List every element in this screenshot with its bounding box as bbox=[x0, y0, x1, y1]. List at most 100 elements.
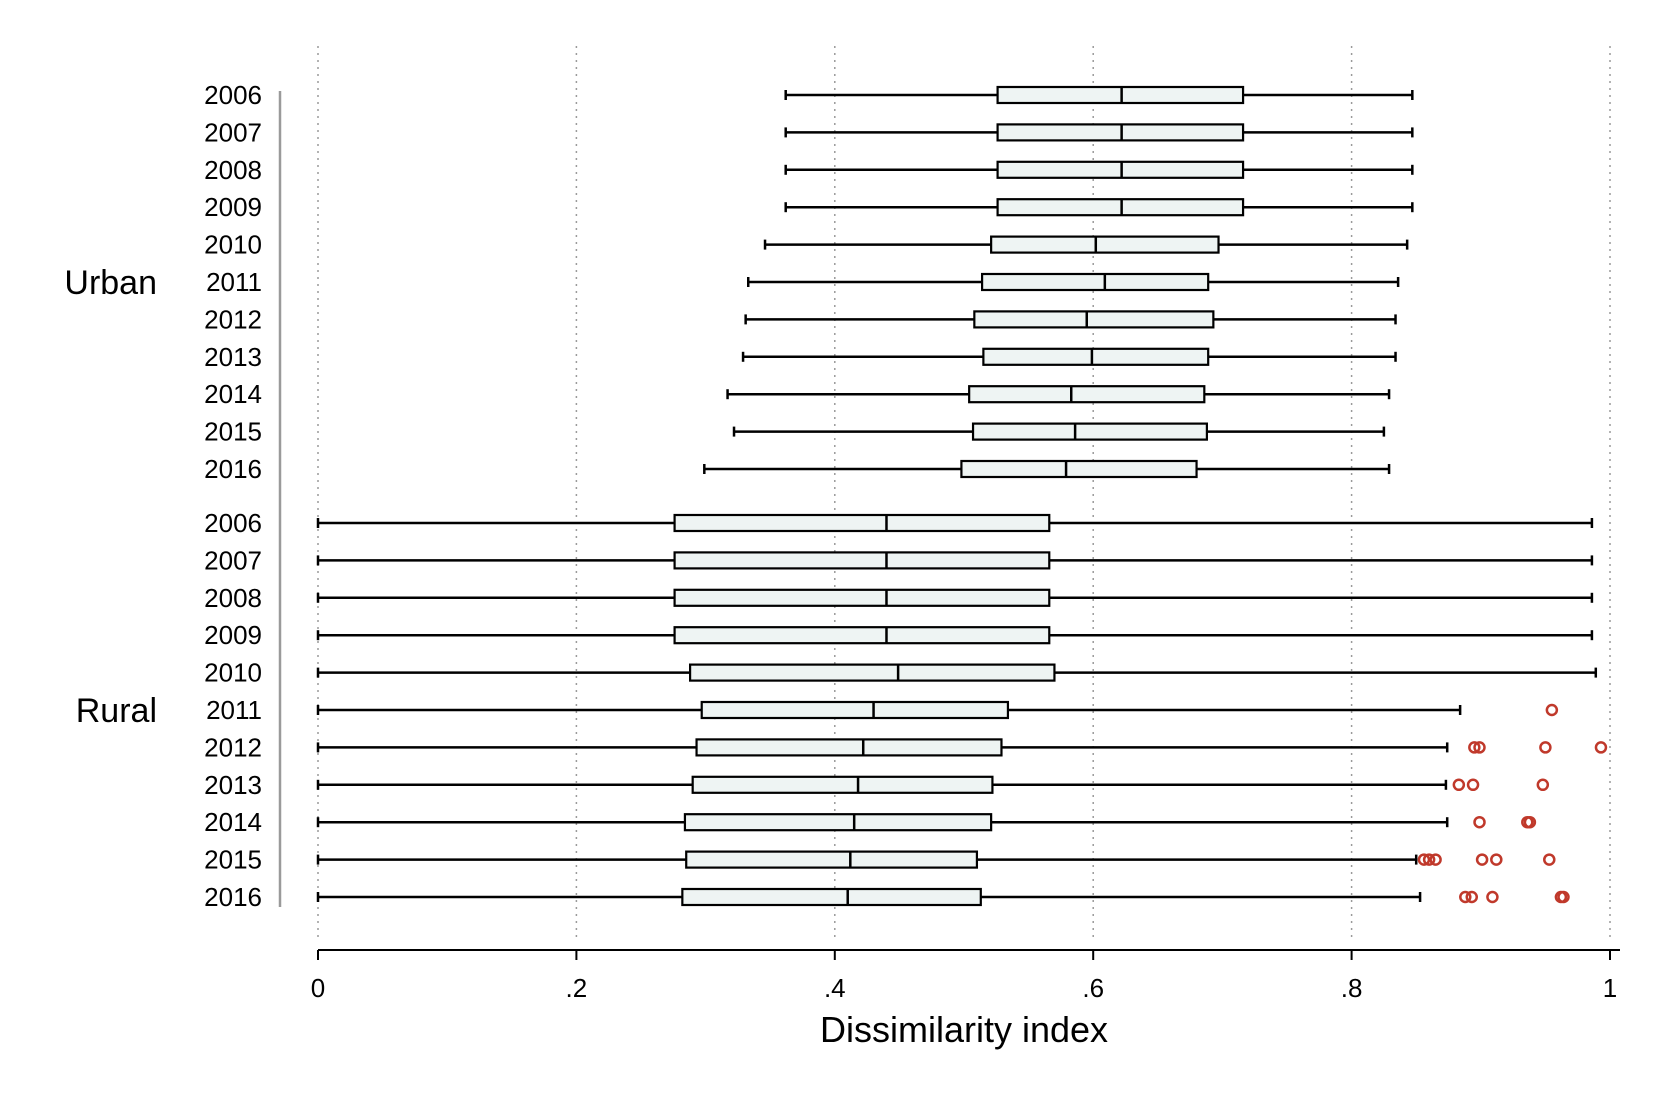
x-tick-label: .4 bbox=[824, 973, 846, 1003]
box-row: 2008 bbox=[204, 155, 1414, 185]
outlier-point bbox=[1465, 890, 1479, 904]
x-tick-label: 0 bbox=[311, 973, 325, 1003]
x-tick-label: .6 bbox=[1082, 973, 1104, 1003]
box-row: 2007 bbox=[204, 545, 1594, 575]
row-label: 2011 bbox=[206, 695, 262, 725]
row-label: 2008 bbox=[204, 583, 262, 613]
box-row: 2011 bbox=[206, 695, 1559, 725]
iqr-box bbox=[691, 775, 994, 794]
box-row: 2014 bbox=[204, 807, 1537, 837]
outlier-point bbox=[1539, 741, 1552, 754]
box-row: 2006 bbox=[204, 508, 1594, 538]
box-row: 2009 bbox=[204, 620, 1594, 650]
box-row: 2013 bbox=[204, 770, 1550, 800]
outlier-point bbox=[1523, 815, 1537, 829]
outlier-point bbox=[1543, 853, 1556, 866]
row-label: 2013 bbox=[204, 770, 262, 800]
row-label: 2010 bbox=[204, 230, 262, 260]
outlier-point bbox=[1473, 741, 1486, 754]
box-row: 2015 bbox=[204, 845, 1556, 875]
outlier-point bbox=[1545, 703, 1559, 717]
row-label: 2006 bbox=[204, 508, 262, 538]
outlier-point bbox=[1557, 890, 1570, 904]
iqr-box bbox=[996, 85, 1245, 105]
box-row: 2016 bbox=[204, 882, 1570, 912]
iqr-box bbox=[688, 663, 1056, 682]
iqr-box bbox=[980, 272, 1210, 292]
iqr-box bbox=[673, 551, 1051, 570]
box-row: 2007 bbox=[204, 117, 1414, 147]
box-row: 2014 bbox=[204, 379, 1391, 409]
iqr-box bbox=[695, 738, 1003, 757]
iqr-box bbox=[990, 235, 1220, 254]
row-label: 2007 bbox=[204, 545, 262, 575]
row-label: 2014 bbox=[204, 379, 262, 409]
row-label: 2015 bbox=[204, 417, 262, 447]
iqr-box bbox=[973, 310, 1215, 329]
group-label: Rural bbox=[76, 692, 157, 730]
outlier-point bbox=[1490, 853, 1503, 866]
iqr-box bbox=[673, 588, 1051, 607]
box-row: 2010 bbox=[204, 230, 1409, 260]
box-row: 2011 bbox=[206, 267, 1400, 297]
row-label: 2013 bbox=[204, 342, 262, 372]
outlier-point bbox=[1459, 890, 1472, 904]
box-row: 2012 bbox=[204, 304, 1397, 334]
row-label: 2009 bbox=[204, 192, 262, 222]
row-label: 2010 bbox=[204, 658, 262, 688]
outlier-point bbox=[1594, 741, 1608, 754]
iqr-box bbox=[996, 198, 1245, 217]
outlier-point bbox=[1486, 890, 1499, 904]
group-labels: Urban Rural bbox=[64, 91, 282, 907]
x-axis: 0 .2 .4 .6 .8 1 bbox=[311, 949, 1620, 1003]
iqr-box bbox=[996, 123, 1245, 142]
row-label: 2015 bbox=[204, 845, 262, 875]
row-label: 2012 bbox=[204, 732, 262, 762]
iqr-box bbox=[683, 813, 993, 832]
grid-lines bbox=[317, 46, 1611, 940]
box-row: 2016 bbox=[204, 454, 1391, 484]
row-label: 2016 bbox=[204, 454, 262, 484]
row-label: 2007 bbox=[204, 117, 262, 147]
box-row: 2009 bbox=[204, 192, 1414, 222]
outlier-point bbox=[1452, 778, 1466, 792]
iqr-box bbox=[968, 385, 1206, 404]
row-label: 2009 bbox=[204, 620, 262, 650]
box-row: 2008 bbox=[204, 583, 1594, 613]
box-row: 2015 bbox=[204, 417, 1386, 447]
iqr-box bbox=[700, 700, 1010, 720]
x-axis-title: Dissimilarity index bbox=[820, 1009, 1108, 1050]
iqr-box bbox=[960, 459, 1198, 479]
row-label: 2006 bbox=[204, 80, 262, 110]
group-label: Urban bbox=[64, 264, 157, 302]
outlier-point bbox=[1468, 741, 1481, 754]
iqr-box bbox=[996, 160, 1245, 179]
row-label: 2016 bbox=[204, 882, 262, 912]
box-row: 2013 bbox=[204, 342, 1397, 372]
x-tick-label: .2 bbox=[566, 973, 588, 1003]
box-row: 2006 bbox=[204, 80, 1414, 110]
box-row: 2010 bbox=[204, 658, 1598, 688]
outlier-point bbox=[1466, 778, 1480, 792]
iqr-box bbox=[673, 626, 1051, 645]
row-label: 2011 bbox=[206, 267, 262, 297]
iqr-box bbox=[982, 347, 1210, 366]
outlier-point bbox=[1536, 778, 1550, 792]
outlier-point bbox=[1429, 853, 1442, 866]
x-tick-label: .8 bbox=[1341, 973, 1363, 1003]
row-label: 2008 bbox=[204, 155, 262, 185]
rows: 2006 2007 2008 2009 2010 2011 2012 2013 2014 2015… bbox=[204, 80, 1608, 912]
outlier-point bbox=[1473, 815, 1486, 829]
iqr-box bbox=[673, 513, 1051, 533]
outlier-point bbox=[1475, 853, 1489, 866]
outlier-point bbox=[1422, 853, 1436, 866]
row-label: 2012 bbox=[204, 304, 262, 334]
x-tick-label: 1 bbox=[1603, 973, 1617, 1003]
row-label: 2014 bbox=[204, 807, 262, 837]
iqr-box bbox=[971, 422, 1208, 441]
box-row: 2012 bbox=[204, 732, 1608, 762]
iqr-box bbox=[681, 887, 982, 907]
iqr-box bbox=[685, 850, 979, 869]
outlier-point bbox=[1417, 853, 1431, 866]
